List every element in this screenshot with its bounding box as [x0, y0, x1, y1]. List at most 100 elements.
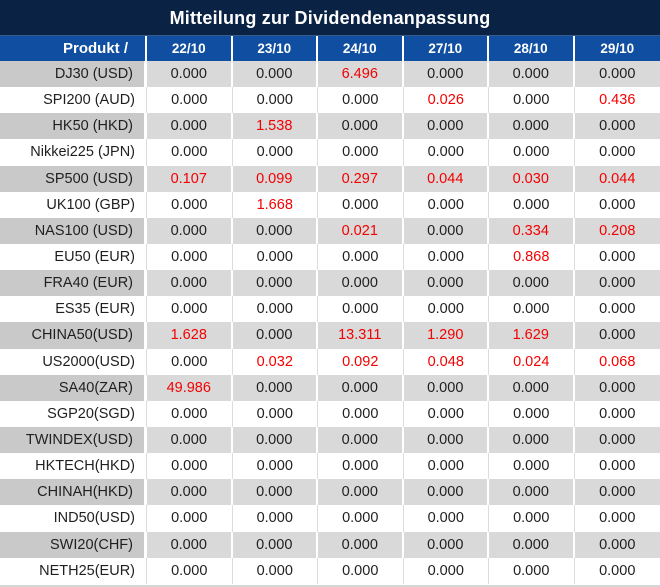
product-cell: US2000(USD) — [0, 348, 147, 375]
value-cell: 0.000 — [489, 374, 575, 401]
value-cell: 0.000 — [318, 400, 404, 427]
value-cell: 0.000 — [489, 400, 575, 427]
value-cell: 0.000 — [574, 374, 660, 401]
value-cell: 49.986 — [147, 374, 233, 401]
table-body: DJ30 (USD) 0.000 0.000 6.496 0.000 0.000 0.00… — [0, 61, 660, 584]
value-cell: 0.000 — [232, 270, 318, 297]
table-row: SA40(ZAR) 49.986 0.000 0.000 0.000 0.000 0.00… — [0, 374, 660, 401]
value-cell: 0.000 — [318, 87, 404, 114]
value-cell: 6.496 — [318, 61, 404, 88]
value-cell: 0.000 — [318, 113, 404, 140]
value-cell: 0.000 — [403, 270, 489, 297]
value-cell: 0.000 — [403, 505, 489, 532]
product-cell: SP500 (USD) — [0, 165, 147, 192]
value-cell: 0.000 — [574, 400, 660, 427]
product-cell: NETH25(EUR) — [0, 557, 147, 584]
table-row: HKTECH(HKD) 0.000 0.000 0.000 0.000 0.000 0.0… — [0, 453, 660, 480]
value-cell: 0.000 — [147, 113, 233, 140]
value-cell: 0.000 — [574, 296, 660, 323]
value-cell: 0.000 — [574, 139, 660, 166]
value-cell: 0.000 — [403, 191, 489, 218]
date-column-header: 24/10 — [318, 36, 404, 61]
value-cell: 1.538 — [232, 113, 318, 140]
value-cell: 0.000 — [147, 453, 233, 480]
product-cell: NAS100 (USD) — [0, 217, 147, 244]
value-cell: 0.092 — [318, 348, 404, 375]
value-cell: 0.436 — [574, 87, 660, 114]
value-cell: 0.000 — [232, 531, 318, 558]
value-cell: 0.000 — [574, 505, 660, 532]
value-cell: 0.334 — [489, 217, 575, 244]
product-column-header: Produkt / — [0, 36, 147, 61]
table-row: NAS100 (USD) 0.000 0.000 0.021 0.000 0.334 0.… — [0, 217, 660, 244]
value-cell: 0.000 — [489, 113, 575, 140]
date-column-header: 28/10 — [489, 36, 575, 61]
value-cell: 0.000 — [403, 374, 489, 401]
table-row: TWINDEX(USD) 0.000 0.000 0.000 0.000 0.000 0.… — [0, 426, 660, 454]
table-row: IND50(USD) 0.000 0.000 0.000 0.000 0.000 0.00… — [0, 505, 660, 532]
value-cell: 0.048 — [403, 348, 489, 375]
table-row: Nikkei225 (JPN) 0.000 0.000 0.000 0.000 0.00… — [0, 139, 660, 166]
value-cell: 0.000 — [403, 61, 489, 88]
date-column-header: 27/10 — [403, 36, 489, 61]
value-cell: 0.000 — [318, 479, 404, 506]
value-cell: 0.107 — [147, 165, 233, 192]
value-cell: 0.000 — [147, 139, 233, 166]
value-cell: 0.000 — [489, 479, 575, 506]
value-cell: 0.000 — [489, 87, 575, 114]
value-cell: 0.000 — [232, 139, 318, 166]
value-cell: 0.000 — [232, 322, 318, 349]
notice-title: Mitteilung zur Dividendenanpassung — [0, 0, 660, 36]
value-cell: 0.000 — [318, 296, 404, 323]
table-row: CHINA50(USD) 1.628 0.000 13.311 1.290 1.629 0… — [0, 322, 660, 349]
product-cell: ES35 (EUR) — [0, 296, 147, 323]
value-cell: 0.000 — [403, 557, 489, 584]
table-row: SPI200 (AUD) 0.000 0.000 0.000 0.026 0.000 0.… — [0, 87, 660, 114]
table-row: EU50 (EUR) 0.000 0.000 0.000 0.000 0.868 0.00… — [0, 243, 660, 271]
value-cell: 0.030 — [489, 165, 575, 192]
table-row: SGP20(SGD) 0.000 0.000 0.000 0.000 0.000 0.00… — [0, 400, 660, 427]
value-cell: 0.000 — [574, 479, 660, 506]
product-cell: CHINAH(HKD) — [0, 479, 147, 506]
value-cell: 0.868 — [489, 243, 575, 271]
value-cell: 0.000 — [403, 426, 489, 454]
value-cell: 0.000 — [147, 270, 233, 297]
value-cell: 0.000 — [403, 296, 489, 323]
value-cell: 1.628 — [147, 322, 233, 349]
value-cell: 0.000 — [489, 61, 575, 88]
value-cell: 0.000 — [489, 453, 575, 480]
value-cell: 0.000 — [403, 453, 489, 480]
value-cell: 0.000 — [403, 531, 489, 558]
table-row: SWI20(CHF) 0.000 0.000 0.000 0.000 0.000 0.00… — [0, 531, 660, 558]
value-cell: 0.000 — [147, 348, 233, 375]
table-row: CHINAH(HKD) 0.000 0.000 0.000 0.000 0.000 0.0… — [0, 479, 660, 506]
value-cell: 0.000 — [574, 426, 660, 454]
table-row: ES35 (EUR) 0.000 0.000 0.000 0.000 0.000 0.00… — [0, 296, 660, 323]
value-cell: 0.000 — [147, 505, 233, 532]
value-cell: 0.000 — [318, 557, 404, 584]
value-cell: 0.000 — [489, 557, 575, 584]
value-cell: 0.000 — [318, 139, 404, 166]
value-cell: 0.208 — [574, 217, 660, 244]
value-cell: 0.000 — [403, 243, 489, 271]
product-cell: DJ30 (USD) — [0, 61, 147, 88]
value-cell: 0.000 — [232, 217, 318, 244]
value-cell: 0.000 — [574, 243, 660, 271]
value-cell: 0.000 — [318, 374, 404, 401]
value-cell: 0.000 — [147, 217, 233, 244]
product-cell: HK50 (HKD) — [0, 113, 147, 140]
value-cell: 0.000 — [489, 505, 575, 532]
value-cell: 0.000 — [232, 557, 318, 584]
product-cell: SGP20(SGD) — [0, 400, 147, 427]
date-column-header: 23/10 — [232, 36, 318, 61]
table-row: US2000(USD) 0.000 0.032 0.092 0.048 0.024 0.0… — [0, 348, 660, 375]
value-cell: 0.000 — [489, 191, 575, 218]
table-row: DJ30 (USD) 0.000 0.000 6.496 0.000 0.000 0.00… — [0, 61, 660, 88]
value-cell: 0.068 — [574, 348, 660, 375]
product-cell: SWI20(CHF) — [0, 531, 147, 558]
value-cell: 0.000 — [232, 479, 318, 506]
date-column-header: 29/10 — [574, 36, 660, 61]
value-cell: 0.044 — [574, 165, 660, 192]
value-cell: 0.000 — [574, 270, 660, 297]
